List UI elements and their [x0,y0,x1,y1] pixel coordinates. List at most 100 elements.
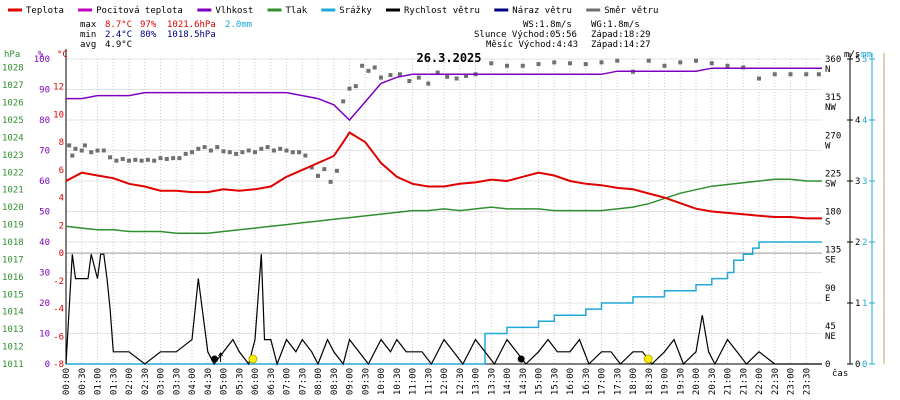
tick-label-x: 01:30 [109,368,119,395]
wind-dir-point [190,150,194,155]
wind-dir-point [297,150,302,155]
wind-dir-point [82,143,87,148]
tick-label-x: 06:00 [251,368,261,395]
chart-title: 26.3.2025 [416,51,481,65]
legend-label: Rychlost větru [404,6,480,16]
axis-title-pct: % [38,50,44,60]
tick-label-ms: 5 [855,55,860,65]
tick-label-x: 09:00 [346,368,356,395]
wind-dir-point [290,150,295,155]
wind-dir-point [271,148,276,153]
wind-dir-point [678,60,683,65]
tick-label-x: 05:00 [220,368,230,395]
wind-dir-point [253,150,257,155]
wind-dir-point [316,173,320,178]
series [65,58,822,366]
wind-dir-point [234,151,239,156]
tick-label-x: 22:00 [755,368,765,395]
tick-label-dir: 360 [825,55,841,65]
wind-dir-point [171,156,176,161]
wind-dir-point [79,148,84,153]
tick-label-pct: 30 [39,269,50,279]
wind-dir-point [804,72,809,77]
wind-dir-point [70,153,75,158]
tick-label-x: 12:30 [456,368,466,395]
tick-label-x: 15:00 [535,368,545,395]
wind-dir-point [108,155,113,160]
tick-label-dir: 135 [825,246,841,256]
tick-label-hpa: 1023 [2,151,24,161]
wind-dir-point [208,148,213,153]
tick-label-pct: 60 [39,177,50,187]
tick-label-x: 19:30 [676,368,686,395]
stats-min-label: min [80,30,96,40]
tick-label-x: 03:00 [157,368,167,395]
tick-label-x: 09:30 [361,368,371,395]
tick-label-hpa: 1027 [2,81,24,91]
tick-label-dir-name: NW [825,103,836,113]
wind-dir-point [757,76,761,81]
tick-label-c: 2 [59,221,64,231]
tick-label-mm: 2 [862,238,867,248]
tick-label-x: 05:30 [235,368,245,395]
tick-label-x: 18:30 [645,368,655,395]
wind-dir-point [353,84,358,89]
wind-dir-point [489,61,494,66]
tick-label-hpa: 1016 [2,273,24,283]
tick-label-ms: 4 [855,116,860,126]
tick-label-hpa: 1017 [2,255,24,265]
tick-label-dir-name: SW [825,179,836,189]
tick-label-dir: 270 [825,131,841,141]
wind-dir-point [725,63,730,68]
wind-dir-point [183,151,188,156]
tick-label-hpa: 1012 [2,343,24,353]
tick-label-x: 07:30 [298,368,308,395]
wind-dir-point [341,99,346,104]
tick-label-x: 16:00 [566,368,576,395]
wind-dir-point [788,72,793,77]
legend-label: Vlhkost [215,6,253,16]
wind-dir-point [196,146,201,151]
tick-label-c: -8 [53,360,64,370]
tick-label-pct: 90 [39,86,50,96]
wind-dir-point [95,148,100,153]
stats-min-hum: 80% [140,30,157,40]
tick-label-x: 19:00 [661,368,671,395]
tick-label-dir: 45 [825,322,836,332]
wind-dir-point [397,72,402,77]
wind-dir-point [334,168,339,173]
temperature-line [65,131,822,220]
tick-label-pct: 0 [45,360,50,370]
stats-avg-label: avg [80,40,96,50]
tick-label-mm: 5 [862,55,867,65]
stats-max-prec: 2.0mm [225,20,252,30]
tick-label-dir-name: NE [825,332,836,342]
tick-label-x: 14:00 [503,368,513,395]
wind-dir-point [265,145,270,150]
legend-label: Srážky [339,6,372,16]
tick-label-hpa: 1019 [2,221,24,231]
info-moon-set: Západ:14:27 [591,40,651,50]
tick-label-c: -2 [53,277,64,287]
tick-label-dir-name: E [825,294,830,304]
tick-label-x: 21:30 [739,368,749,395]
wind-dir-point [133,157,138,162]
tick-label-c: 12 [53,83,64,93]
stats-max-label: max [80,20,97,30]
tick-label-x: 11:30 [424,368,434,395]
legend-label: Tlak [286,6,308,16]
tick-label-pct: 20 [39,299,50,309]
stats-max-temp: 8.7°C [105,20,132,30]
tick-label-x: 10:00 [377,368,387,395]
info-moon: Měsíc Východ:4:43 [486,40,578,50]
axis-title-hpa: hPa [4,50,20,60]
tick-label-hpa: 1028 [2,64,24,74]
wind-dir-point [120,156,125,161]
tick-label-ms: 1 [855,299,860,309]
axis-title-mm: mm [861,50,872,60]
tick-label-x: 16:30 [582,368,592,395]
tick-label-x: 23:30 [802,368,812,395]
tick-label-dir-name: W [825,141,831,151]
tick-label-x: 17:00 [598,368,608,395]
